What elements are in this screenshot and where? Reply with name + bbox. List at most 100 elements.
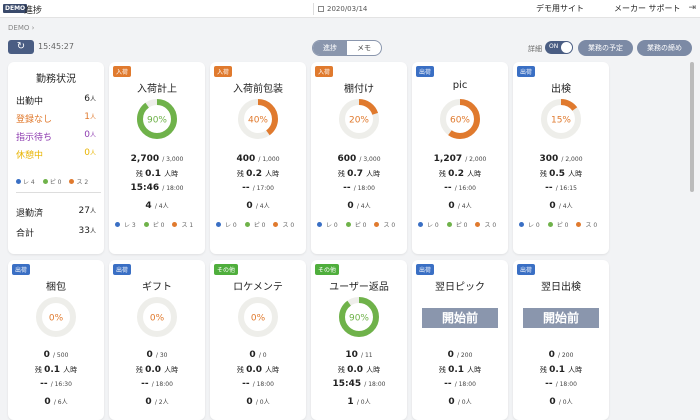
eta: -- / 16:15 <box>513 183 609 193</box>
progress-percent: 40% <box>248 116 268 126</box>
task-card[interactable]: その他 ロケメンテ 0% 0 / 0 残 0.0 人時 -- / 18:00 0 / 0人 <box>210 260 306 420</box>
breadcrumb[interactable]: DEMO › <box>8 24 35 32</box>
done-value: 10 <box>345 350 362 360</box>
demo-site-link[interactable]: デモ用サイト <box>536 4 584 13</box>
eta: -- / 16:30 <box>8 379 104 389</box>
task-card[interactable]: 出荷 出検 15% 300 / 2,000 残 0.5 人時 -- / 16:15 0 / … <box>513 62 609 254</box>
legend-dot <box>374 222 380 227</box>
remain-value: 0.0 <box>246 365 266 375</box>
view-switch[interactable]: 進捗 メモ <box>312 40 382 56</box>
task-card[interactable]: その他 ユーザー返品 90% 10 / 11 残 0.0 人時 15:45 / 18:00… <box>311 260 407 420</box>
remain-unit: 人時 <box>63 366 78 374</box>
people-total: / 4人 <box>457 203 472 210</box>
worker-legend: レ 0 ピ 0 ス 0 <box>418 220 504 229</box>
legend-text: レ 0 <box>528 222 540 229</box>
legend-item: レ 3 <box>115 222 140 229</box>
task-name: 梱包 <box>46 282 66 293</box>
schedule-button[interactable]: 業務の予定 <box>578 40 633 56</box>
people-value: 0 <box>246 397 256 407</box>
progress-percent: 0% <box>251 314 266 324</box>
tab-progress[interactable]: 進捗 <box>313 41 347 55</box>
remaining-hours: 残 0.1 人時 <box>412 365 508 375</box>
legend-dot <box>519 222 524 227</box>
done-value: 0 <box>447 350 457 360</box>
people-total: / 4人 <box>356 203 371 210</box>
remaining-hours: 残 0.0 人時 <box>109 365 205 375</box>
people-value: 0 <box>347 201 357 211</box>
status-row: 出勤中 6人 <box>16 94 96 107</box>
task-card[interactable]: 出荷 梱包 0% 0 / 500 残 0.1 人時 -- / 16:30 0 / 6人 <box>8 260 104 420</box>
people-total: / 6人 <box>53 399 68 406</box>
category-badge: 出荷 <box>517 66 536 77</box>
total-value: / 2,000 <box>561 156 583 163</box>
status-label: 出勤中 <box>16 97 44 107</box>
page-title: 進捗 <box>24 6 43 16</box>
status-unit: 人 <box>89 96 96 103</box>
people-total: / 4人 <box>255 203 270 210</box>
legend-item: レ 4 <box>16 179 35 186</box>
remain-prefix: 残 <box>34 366 45 374</box>
eta-deadline: / 18:00 <box>454 381 476 388</box>
eta-deadline: / 18:00 <box>252 381 274 388</box>
eta-value: -- <box>545 379 556 389</box>
legend-text: ス 1 <box>181 222 194 229</box>
task-card[interactable]: 出荷 ギフト 0% 0 / 30 残 0.0 人時 -- / 18:00 0 / 2人 <box>109 260 205 420</box>
legend-item: ピ 0 <box>547 222 573 229</box>
people-count: 0 / 0人 <box>412 397 508 407</box>
task-card[interactable]: 出荷 翌日出検 開始前 0 / 200 残 0.1 人時 -- / 18:00 0 / 0人 <box>513 260 609 420</box>
done-count: 0 / 200 <box>412 350 508 360</box>
category-badge: 出荷 <box>113 264 132 275</box>
progress-ring: 20% <box>339 99 379 139</box>
scrollbar[interactable] <box>690 62 694 192</box>
remain-prefix: 残 <box>236 366 247 374</box>
legend-item: ピ 0 <box>345 222 371 229</box>
task-card[interactable]: 出荷 pic 60% 1,207 / 2,000 残 0.2 人時 -- / 16:00 0… <box>412 62 508 254</box>
detail-toggle[interactable]: ON <box>545 41 573 54</box>
people-total: / 4人 <box>558 203 573 210</box>
maker-support-link[interactable]: メーカー サポート <box>614 4 681 13</box>
date-field[interactable]: 2020/03/14 <box>313 3 403 15</box>
status-row: 登録なし 1人 <box>16 112 96 125</box>
task-card[interactable]: 入荷 棚付け 20% 600 / 3,000 残 0.7 人時 -- / 18:00 0 /… <box>311 62 407 254</box>
logout-icon[interactable]: ⇥ <box>688 3 696 13</box>
progress-ring: 90% <box>137 99 177 139</box>
task-card[interactable]: 出荷 翌日ピック 開始前 0 / 200 残 0.1 人時 -- / 18:00 0 / 0… <box>412 260 508 420</box>
category-badge: その他 <box>315 264 340 275</box>
remain-prefix: 残 <box>438 366 449 374</box>
category-badge: 出荷 <box>416 66 435 77</box>
status-value: 33人 <box>79 226 96 236</box>
done-count: 10 / 11 <box>311 350 407 360</box>
total-value: / 2,000 <box>465 156 487 163</box>
eta: -- / 18:00 <box>513 379 609 389</box>
legend-dot <box>345 222 351 227</box>
ring-fill <box>440 99 480 139</box>
status-number: 6 <box>84 94 90 104</box>
status-unit: 人 <box>89 114 96 121</box>
people-value: 4 <box>145 201 155 211</box>
task-card[interactable]: 入荷 入荷前包装 40% 400 / 1,000 残 0.2 人時 -- / 17:00 0… <box>210 62 306 254</box>
status-value: 27人 <box>79 206 96 216</box>
ring-fill <box>238 99 278 139</box>
remaining-hours: 残 0.7 人時 <box>311 169 407 179</box>
status-number: 0 <box>84 130 90 140</box>
legend-text: ス 0 <box>585 222 598 229</box>
refresh-button[interactable]: ↻ <box>8 40 34 54</box>
top-bar: DEMO 進捗 2020/03/14 デモ用サイト メーカー サポート ⇥ <box>0 0 700 18</box>
task-card[interactable]: 入荷 入荷計上 90% 2,700 / 3,000 残 0.1 人時 15:46 / 18… <box>109 62 205 254</box>
status-legend: レ 4 ピ 0 ス 2 <box>16 177 96 186</box>
people-count: 0 / 2人 <box>109 397 205 407</box>
status-row: 指示待ち 0人 <box>16 130 96 143</box>
done-value: 2,700 <box>130 154 163 164</box>
people-count: 0 / 6人 <box>8 397 104 407</box>
legend-dot <box>273 222 279 227</box>
remain-value: 0.1 <box>44 365 64 375</box>
eta-value: -- <box>40 379 51 389</box>
close-day-button[interactable]: 業務の締め <box>637 40 692 56</box>
status-number: 0 <box>84 148 90 158</box>
done-value: 0 <box>548 350 558 360</box>
tab-memo[interactable]: メモ <box>357 44 371 52</box>
legend-dot <box>69 179 75 184</box>
legend-item: レ 0 <box>317 222 342 229</box>
people-count: 0 / 4人 <box>513 201 609 211</box>
status-row: 休憩中 0人 <box>16 148 96 161</box>
